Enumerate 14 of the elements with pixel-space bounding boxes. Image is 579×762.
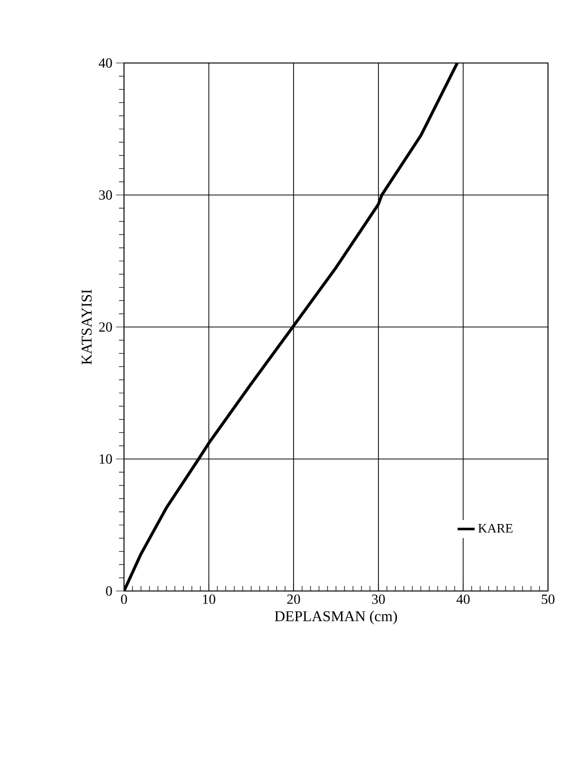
y-tick-label: 40 xyxy=(98,58,112,68)
y-tick-label: 20 xyxy=(99,322,112,332)
y-axis-title: KATSAYISI xyxy=(82,290,92,364)
x-tick-label: 30 xyxy=(372,594,385,604)
x-axis-title: DEPLASMAN (cm) xyxy=(274,610,397,624)
y-tick-label: 30 xyxy=(99,190,112,200)
y-tick-label: 0 xyxy=(106,586,112,596)
x-tick-label: 0 xyxy=(121,594,127,604)
legend-label: KARE xyxy=(478,524,512,533)
x-tick-label: 40 xyxy=(456,594,470,604)
x-tick-label: 10 xyxy=(203,594,216,604)
x-tick-label: 50 xyxy=(542,594,554,604)
y-tick-label: 10 xyxy=(100,454,112,464)
x-tick-label: 20 xyxy=(287,594,300,604)
